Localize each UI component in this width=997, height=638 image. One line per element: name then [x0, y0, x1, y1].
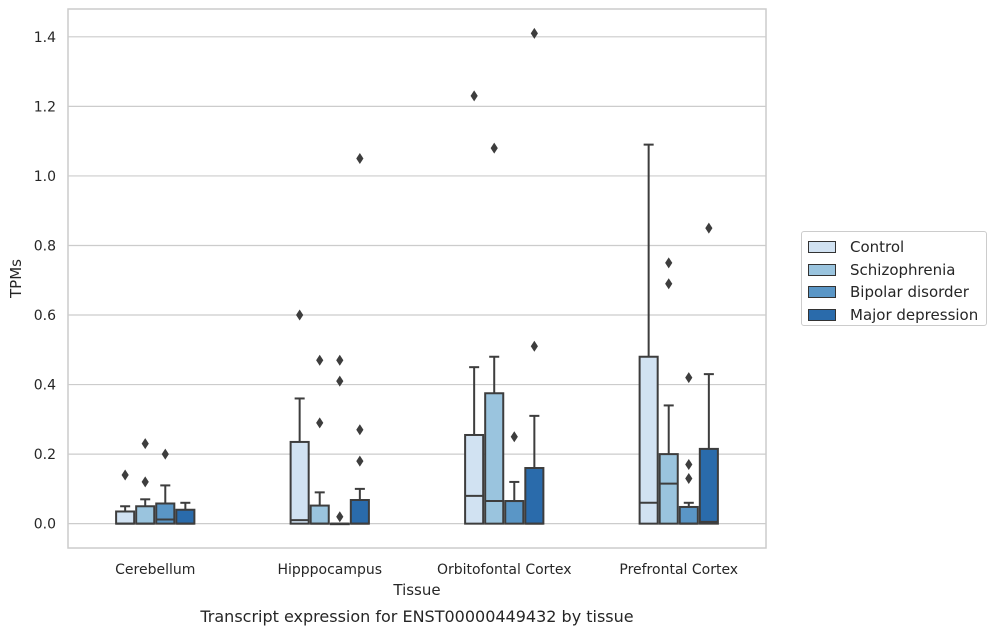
box-rect — [678, 505, 699, 525]
outlier-point — [470, 90, 478, 102]
y-tick-label: 0.4 — [34, 378, 56, 394]
box-3-3 — [698, 222, 719, 525]
outlier-point — [316, 417, 324, 429]
outlier-point — [356, 455, 364, 467]
box-3-1 — [349, 153, 370, 525]
outlier-point — [336, 354, 344, 366]
legend-item-control: Control — [808, 236, 980, 259]
box-rect — [309, 504, 330, 525]
legend-item-bipolar-disorder: Bipolar disorder — [808, 281, 980, 304]
y-tick-label: 1.4 — [34, 30, 56, 46]
legend-label: Control — [850, 238, 905, 257]
outlier-point — [685, 372, 693, 384]
outlier-point — [141, 476, 149, 488]
box-rect — [484, 392, 505, 525]
box-rect — [524, 467, 545, 525]
box-rect — [638, 355, 659, 525]
outlier-point — [530, 340, 538, 352]
box-1-2 — [484, 142, 505, 525]
box-0-1 — [289, 309, 310, 525]
outlier-point — [665, 278, 673, 290]
gridlines — [68, 36, 766, 525]
box-0-0 — [115, 469, 136, 525]
box-series — [115, 27, 719, 526]
box-1-1 — [309, 354, 330, 525]
x-tick-label: Orbitofontal Cortex — [437, 562, 572, 578]
outlier-point — [490, 142, 498, 154]
outlier-point — [316, 354, 324, 366]
box-0-2 — [464, 90, 485, 525]
legend-swatch — [808, 263, 836, 276]
outlier-point — [336, 511, 344, 523]
y-tick-label: 1.2 — [34, 99, 56, 115]
x-tick-label: Hipppocampus — [277, 562, 382, 578]
y-tick-label: 0.0 — [34, 517, 56, 533]
box-2-2 — [504, 431, 525, 525]
outlier-point — [685, 459, 693, 471]
legend-label: Bipolar disorder — [850, 283, 969, 302]
box-rect — [504, 500, 525, 525]
box-rect — [349, 499, 370, 525]
outlier-point — [336, 375, 344, 387]
outlier-point — [685, 472, 693, 484]
y-tick-label: 1.0 — [34, 169, 56, 185]
legend-label: Schizophrenia — [850, 260, 956, 279]
legend-swatch — [808, 308, 836, 321]
y-tick-label: 0.2 — [34, 447, 56, 463]
y-axis-label: TPMs — [7, 259, 25, 299]
outlier-point — [296, 309, 304, 321]
y-tick-label: 0.8 — [34, 238, 56, 254]
box-3-2 — [524, 27, 545, 525]
x-tick-label: Prefrontal Cortex — [619, 562, 738, 578]
box-rect — [658, 453, 679, 525]
legend-item-major-depression: Major depression — [808, 304, 980, 327]
outlier-point — [356, 153, 364, 165]
legend-swatch — [808, 241, 836, 254]
plot-frame — [67, 8, 767, 549]
box-2-3 — [678, 372, 699, 525]
box-rect — [155, 502, 176, 525]
legend: Control Schizophrenia Bipolar disorder M… — [801, 231, 987, 326]
outlier-point — [530, 27, 538, 39]
x-tick-label: Cerebellum — [115, 562, 195, 578]
outlier-point — [356, 424, 364, 436]
box-1-3 — [658, 257, 679, 525]
outlier-point — [141, 438, 149, 450]
box-rect — [175, 508, 196, 525]
y-tick-label: 0.6 — [34, 308, 56, 324]
box-3-0 — [175, 501, 196, 525]
box-rect — [135, 505, 156, 525]
legend-label: Major depression — [850, 305, 979, 324]
outlier-point — [121, 469, 129, 481]
legend-swatch — [808, 286, 836, 299]
outlier-point — [665, 257, 673, 269]
chart-title: Transcript expression for ENST0000044943… — [199, 607, 633, 626]
outlier-point — [510, 431, 518, 443]
x-axis-ticks: Cerebellum Hipppocampus Orbitofontal Corte… — [115, 562, 738, 578]
box-rect — [698, 447, 719, 525]
y-axis-ticks: 0.0 0.2 0.4 0.6 0.8 1.0 1.2 1.4 — [34, 30, 56, 533]
box-2-0 — [155, 448, 176, 525]
box-1-0 — [135, 438, 156, 525]
box-rect — [115, 510, 136, 525]
outlier-point — [161, 448, 169, 460]
box-rect — [464, 433, 485, 525]
box-rect — [289, 440, 310, 525]
outlier-point — [705, 222, 713, 234]
box-2-1 — [329, 354, 350, 526]
x-axis-label: Tissue — [392, 581, 440, 599]
legend-item-schizophrenia: Schizophrenia — [808, 259, 980, 282]
box-0-3 — [638, 143, 659, 525]
